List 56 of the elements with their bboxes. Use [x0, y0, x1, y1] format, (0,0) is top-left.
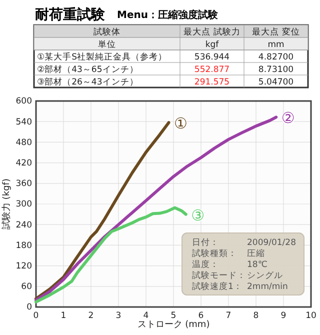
text: 最大点 試験力 — [184, 26, 240, 38]
y-tick-label: 60 — [21, 282, 32, 292]
x-tick-label: 8 — [253, 311, 259, 322]
x-tick-label: 10 — [306, 311, 316, 322]
x-tick-label: 6 — [198, 311, 204, 322]
x-tick-label: 5 — [170, 311, 176, 322]
text: ②部材（43～65インチ） — [37, 64, 138, 75]
series-label: ③ — [191, 206, 205, 224]
text: 最大点 変位 — [252, 26, 300, 38]
y-tick-label: 300 — [16, 200, 32, 210]
chart-title: 耐荷重試験 — [35, 6, 106, 23]
text: 単位 — [98, 39, 116, 50]
text: 552.877 — [194, 65, 230, 75]
text: 291.575 — [194, 78, 230, 88]
x-tick-label: 3 — [116, 311, 122, 322]
x-tick-label: 2 — [88, 311, 94, 322]
x-axis-title: ストローク (mm) — [137, 320, 210, 330]
x-tick-label: 9 — [280, 311, 286, 322]
annotation: 18℃ — [247, 260, 268, 270]
y-tick-label: 540 — [16, 117, 32, 128]
annotation: 圧縮 — [247, 248, 265, 259]
y-tick-label: 480 — [16, 138, 32, 148]
text: ①某大手S社製純正金具（参考） — [37, 52, 168, 62]
line-series — [34, 121, 170, 300]
text: 536.944 — [194, 52, 230, 62]
x-tick-label: 7 — [226, 311, 232, 322]
annotation: 2009/01/28 — [247, 238, 296, 248]
x-tick-label: 1 — [60, 311, 66, 322]
annotation: 2mm/min — [247, 282, 288, 292]
annotation: シングル — [247, 270, 283, 281]
series-label: ② — [281, 109, 295, 128]
y-tick-label: 420 — [16, 158, 32, 169]
annotation: 試験速度1： — [192, 281, 242, 292]
y-tick-label: 240 — [16, 220, 32, 230]
annotation: 日付： — [192, 237, 219, 248]
line-series — [34, 206, 188, 304]
chart-subtitle: Menu：圧縮強度試験 — [117, 9, 219, 21]
x-tick-label: 0 — [33, 311, 39, 322]
text: kgf — [205, 40, 220, 50]
y-axis-title: 試験力 (kgf) — [1, 178, 12, 230]
y-tick-label: 120 — [16, 262, 32, 272]
y-tick-label: 360 — [16, 179, 32, 190]
text: mm — [268, 40, 284, 50]
series-label: ① — [174, 114, 188, 133]
y-tick-label: 180 — [16, 240, 32, 251]
annotation: 試験モード： — [192, 270, 246, 281]
text: ③部材（26～43インチ） — [37, 76, 138, 88]
text: 試験体 — [94, 26, 120, 38]
annotation: 試験種類： — [192, 248, 237, 259]
x-tick-label: 4 — [143, 311, 149, 322]
text: 4.82700 — [258, 52, 294, 62]
text: 5.04700 — [258, 78, 294, 88]
text: 8.73100 — [258, 65, 294, 75]
y-tick-label: 600 — [16, 96, 32, 107]
annotation: 温度： — [192, 259, 219, 270]
y-tick-label: 0 — [26, 302, 32, 313]
